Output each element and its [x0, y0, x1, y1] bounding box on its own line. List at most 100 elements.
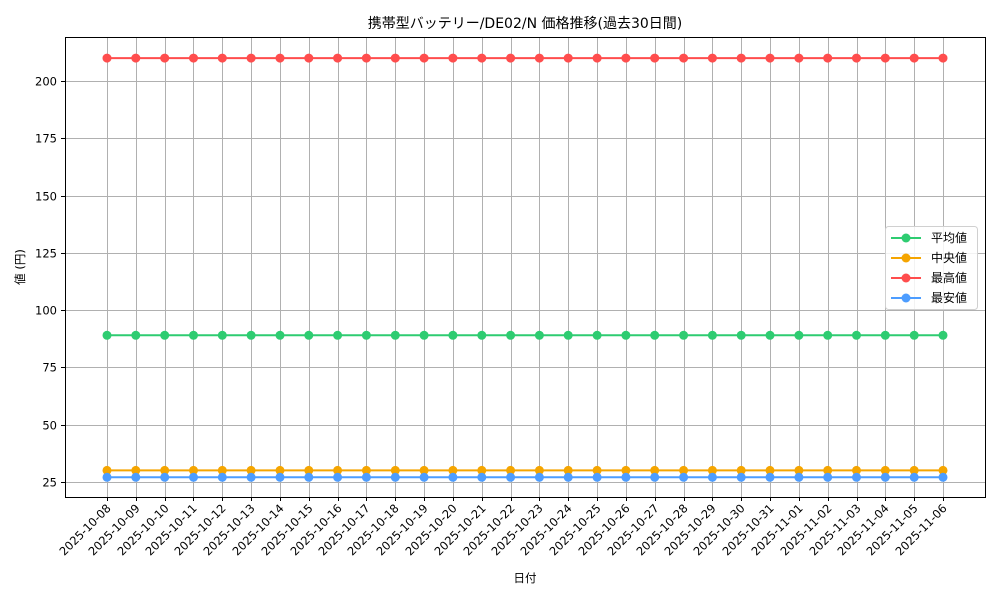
data-point-marker [477, 330, 487, 340]
data-point-marker [592, 330, 602, 340]
data-point-marker [448, 330, 458, 340]
data-point-marker [938, 472, 948, 482]
data-point-marker [794, 472, 804, 482]
data-point-marker [592, 472, 602, 482]
data-point-marker [938, 465, 948, 475]
data-point-marker [650, 465, 660, 475]
data-point-marker [304, 472, 314, 482]
data-point-marker [909, 330, 919, 340]
data-point-marker [534, 53, 544, 63]
series-0 [102, 330, 948, 340]
data-point-marker [246, 330, 256, 340]
data-point-marker [765, 472, 775, 482]
data-point-marker [592, 53, 602, 63]
data-point-marker [563, 330, 573, 340]
data-point-marker [448, 53, 458, 63]
data-point-marker [506, 465, 516, 475]
y-tick-label: 75 [42, 361, 57, 375]
data-point-marker [189, 330, 198, 340]
y-tick-label: 175 [35, 132, 57, 146]
data-point-marker [217, 330, 227, 340]
data-point-marker [448, 465, 458, 475]
data-point-marker [909, 472, 919, 482]
data-point-marker [938, 53, 948, 63]
data-point-marker [189, 472, 198, 482]
data-point-marker [361, 472, 371, 482]
data-point-marker [333, 472, 343, 482]
data-point-marker [477, 472, 487, 482]
data-point-marker [304, 465, 314, 475]
data-point-marker [621, 465, 631, 475]
data-point-marker [650, 330, 660, 340]
data-point-marker [217, 465, 227, 475]
data-point-marker [621, 53, 631, 63]
data-point-marker [736, 472, 746, 482]
data-point-marker [390, 330, 400, 340]
data-point-marker [102, 472, 112, 482]
data-point-marker [880, 465, 890, 475]
data-point-marker [217, 53, 227, 63]
y-axis-ticks: 25 50 75 100 125 150 175 200 [35, 75, 65, 490]
data-point-marker [823, 53, 833, 63]
y-tick-label: 200 [35, 75, 57, 89]
data-point-marker [477, 53, 487, 63]
data-point-marker [304, 53, 314, 63]
data-point-marker [679, 330, 689, 340]
data-point-marker [361, 330, 371, 340]
data-point-marker [506, 472, 516, 482]
data-point-marker [707, 465, 717, 475]
series-2 [102, 53, 948, 63]
data-point-marker [390, 53, 400, 63]
data-point-marker [390, 465, 400, 475]
data-point-marker [650, 53, 660, 63]
data-point-marker [217, 472, 227, 482]
legend-item: 平均値 [891, 230, 967, 245]
series-lines [102, 53, 948, 482]
data-point-marker [275, 465, 285, 475]
data-point-marker [707, 53, 717, 63]
data-point-marker [909, 53, 919, 63]
legend-marker [901, 253, 911, 263]
data-point-marker [189, 53, 198, 63]
series-3 [102, 472, 948, 482]
data-point-marker [621, 330, 631, 340]
data-point-marker [563, 53, 573, 63]
data-point-marker [621, 472, 631, 482]
legend-box [885, 226, 978, 310]
data-point-marker [534, 472, 544, 482]
data-point-marker [794, 330, 804, 340]
y-axis-label: 値 (円) [13, 249, 27, 285]
data-point-marker [563, 465, 573, 475]
data-point-marker [506, 53, 516, 63]
legend-marker [901, 233, 911, 243]
data-point-marker [102, 330, 112, 340]
data-point-marker [333, 465, 343, 475]
data-point-marker [246, 465, 256, 475]
data-point-marker [477, 465, 487, 475]
data-point-marker [679, 465, 689, 475]
data-point-marker [448, 472, 458, 482]
plot-frame [65, 37, 986, 498]
data-point-marker [765, 465, 775, 475]
data-point-marker [189, 465, 198, 475]
data-point-marker [823, 465, 833, 475]
data-point-marker [852, 53, 861, 63]
legend-label: 最高値 [931, 270, 967, 285]
data-point-marker [102, 53, 112, 63]
legend-label: 最安値 [931, 290, 967, 305]
data-point-marker [534, 465, 544, 475]
data-point-marker [390, 472, 400, 482]
data-point-marker [333, 330, 343, 340]
data-point-marker [361, 465, 371, 475]
data-point-marker [736, 465, 746, 475]
data-point-marker [909, 465, 919, 475]
data-point-marker [160, 472, 170, 482]
data-point-marker [160, 330, 170, 340]
data-point-marker [131, 330, 141, 340]
data-point-marker [275, 330, 285, 340]
data-point-marker [852, 465, 861, 475]
series-1 [102, 465, 948, 475]
data-point-marker [275, 53, 285, 63]
data-point-marker [563, 472, 573, 482]
data-point-marker [880, 472, 890, 482]
